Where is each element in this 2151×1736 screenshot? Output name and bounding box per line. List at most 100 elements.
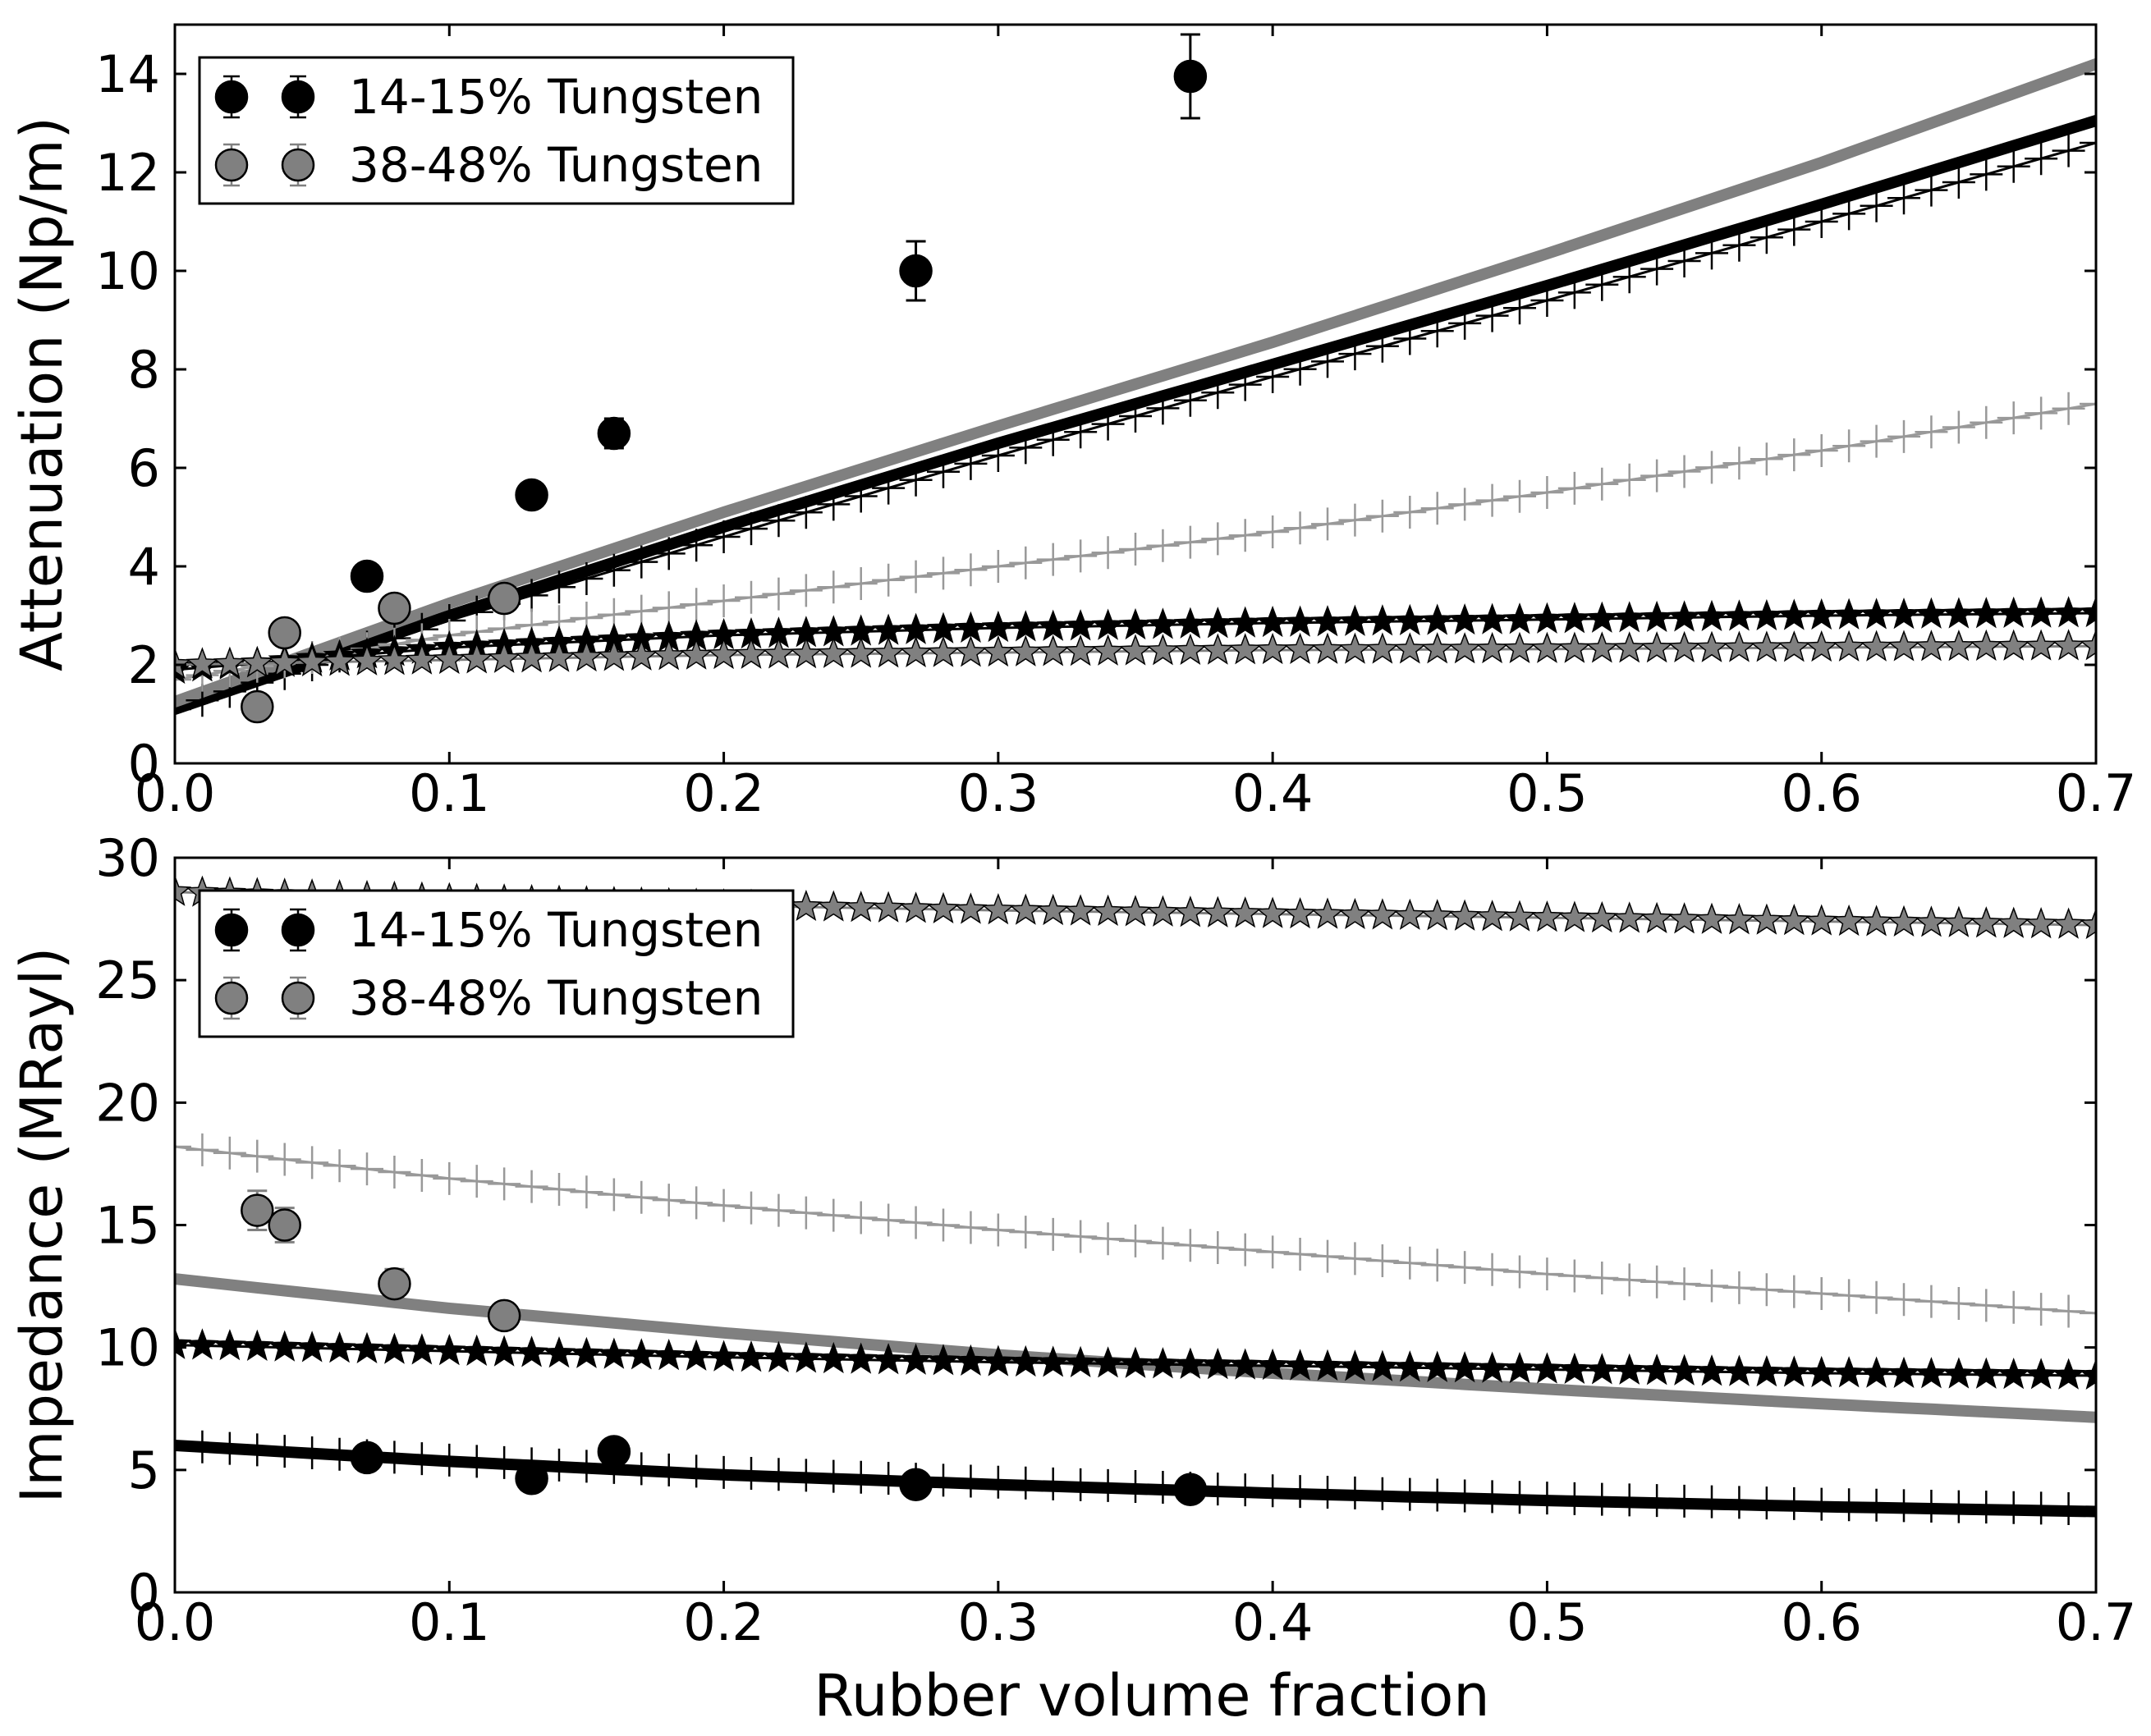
attenuation-model-star-gray-marker: [1036, 634, 1070, 666]
impedance-model-plus-gray-marker: [789, 1196, 823, 1230]
impedance-model-plus-black-marker: [1585, 1482, 1619, 1516]
impedance-model-plus-black-marker: [213, 1431, 246, 1465]
impedance-model-star-black-marker: [1146, 1347, 1180, 1379]
impedance-model-star-black-marker: [1887, 1356, 1921, 1389]
impedance-data-point: [241, 1193, 274, 1227]
impedance-model-star-gray-marker: [1805, 904, 1838, 936]
attenuation-model-plus-gray-marker: [1585, 467, 1619, 501]
impedance-model-plus-gray-marker: [1475, 1253, 1509, 1286]
attenuation-model-plus-black-marker: [789, 496, 823, 529]
impedance-model-plus-gray-marker: [1448, 1251, 1482, 1285]
impedance-y-tick-label: 20: [95, 1073, 160, 1133]
impedance-model-plus-black-marker: [241, 1433, 274, 1467]
impedance-model-star-gray-marker: [1310, 897, 1345, 929]
attenuation-model-star-gray-marker: [817, 636, 851, 668]
attenuation-model-star-gray-marker: [844, 636, 878, 668]
impedance-model-star-gray-marker: [2079, 907, 2096, 940]
attenuation-model-plus-gray-marker: [1503, 479, 1536, 513]
impedance-model-plus-gray-marker: [844, 1201, 878, 1234]
impedance-model-plus-black-marker: [1283, 1475, 1317, 1509]
impedance-model-star-black-marker: [1667, 1354, 1701, 1386]
attenuation-model-plus-black-marker: [1393, 322, 1427, 355]
impedance-model-plus-gray-marker: [1832, 1279, 1866, 1312]
impedance-y-tick-label: 0: [128, 1563, 160, 1623]
impedance-model-plus-black-marker: [1036, 1467, 1070, 1500]
impedance-data-point: [268, 1208, 301, 1242]
attenuation-model-star-gray-marker: [1064, 634, 1098, 666]
impedance-model-plus-black-marker: [268, 1435, 301, 1468]
impedance-model-plus-gray-marker: [899, 1206, 933, 1239]
impedance-model-star-gray-marker: [1997, 906, 2030, 938]
impedance-model-star-black-marker: [323, 1331, 356, 1363]
attenuation-model-plus-black-marker: [735, 512, 768, 546]
attenuation-y-tick-label: 4: [128, 537, 160, 597]
attenuation-model-plus-black-marker: [1420, 314, 1454, 348]
impedance-model-star-black-marker: [1585, 1353, 1619, 1385]
impedance-model-plus-gray-marker: [268, 1143, 301, 1176]
attenuation-model-star-gray-marker: [1915, 630, 1948, 662]
impedance-model-plus-black-marker: [680, 1454, 713, 1488]
impedance-model-plus-black-marker: [2080, 1492, 2096, 1526]
attenuation-model-star-gray-marker: [515, 641, 548, 673]
attenuation-model-star-gray-marker: [1201, 633, 1235, 665]
impedance-model-plus-black-marker: [2025, 1491, 2058, 1525]
impedance-model-plus-gray-marker: [1695, 1269, 1728, 1303]
impedance-model-star-gray-marker: [817, 890, 851, 922]
impedance-model-plus-black-marker: [1228, 1473, 1262, 1507]
impedance-model-plus-gray-marker: [1860, 1280, 1893, 1314]
impedance-model-star-black-marker: [460, 1334, 493, 1367]
attenuation-x-tick-label: 0.1: [409, 763, 490, 823]
impedance-model-plus-black-marker: [625, 1452, 658, 1486]
impedance-model-plus-black-marker: [1146, 1471, 1180, 1505]
impedance-model-plus-black-marker: [789, 1459, 823, 1492]
attenuation-model-plus-gray-marker: [1420, 492, 1454, 525]
impedance-model-star-black-marker: [1228, 1348, 1262, 1380]
attenuation-model-star-gray-marker: [1722, 630, 1756, 662]
impedance-x-tick-label: 0.6: [1781, 1592, 1862, 1652]
attenuation-model-plus-black-marker: [1201, 376, 1235, 410]
impedance-x-tick-label: 0.1: [409, 1592, 490, 1652]
impedance-model-plus-black-marker: [1064, 1468, 1098, 1501]
impedance-model-star-gray-marker: [175, 874, 192, 906]
impedance-model-star-black-marker: [1777, 1355, 1811, 1387]
attenuation-model-plus-gray-marker: [1915, 415, 1948, 449]
impedance-model-plus-gray-marker: [625, 1180, 658, 1214]
attenuation-model-star-black-marker: [1997, 596, 2030, 629]
impedance-model-plus-black-marker: [2052, 1491, 2085, 1525]
impedance-model-plus-black-marker: [1997, 1491, 2030, 1524]
attenuation-model-plus-black-marker: [844, 479, 878, 513]
attenuation-model-plus-gray-marker: [817, 570, 851, 604]
impedance-data-point: [378, 1267, 411, 1301]
attenuation-model-star-gray-marker: [1695, 630, 1729, 662]
impedance-x-tick-label: 0.4: [1232, 1592, 1314, 1652]
impedance-model-plus-black-marker: [296, 1436, 329, 1469]
impedance-model-star-gray-marker: [1640, 901, 1674, 934]
impedance-legend-marker: [281, 981, 315, 1015]
attenuation-model-plus-gray-marker: [1256, 515, 1290, 548]
attenuation-legend-marker: [214, 80, 249, 114]
attenuation-model-star-black-marker: [1612, 601, 1646, 633]
impedance-data-point: [487, 1299, 521, 1333]
impedance-model-star-black-marker: [433, 1333, 466, 1366]
attenuation-axes-frame: [173, 23, 2098, 765]
attenuation-model-plus-black-marker: [2052, 134, 2085, 167]
attenuation-model-star-gray-marker: [405, 643, 438, 675]
attenuation-model-plus-black-marker: [597, 553, 631, 587]
impedance-model-plus-gray-marker: [680, 1186, 713, 1220]
attenuation-model-star-gray-marker: [1009, 634, 1043, 666]
impedance-model-star-gray-marker: [1887, 905, 1921, 937]
attenuation-model-star-gray-marker: [460, 642, 493, 674]
impedance-model-star-black-marker: [734, 1340, 768, 1372]
attenuation-y-tick-label: 2: [128, 635, 160, 695]
attenuation-model-star-gray-marker: [1805, 630, 1838, 662]
impedance-model-star-black-marker: [1695, 1354, 1729, 1386]
impedance-model-plus-gray-marker: [707, 1189, 741, 1222]
attenuation-model-plus-gray-marker: [1064, 539, 1098, 573]
attenuation-model-plus-gray-marker: [1667, 455, 1701, 488]
attenuation-data-point: [268, 616, 301, 650]
impedance-model-star-gray-marker: [1502, 900, 1537, 932]
attenuation-model-star-black-marker: [1695, 599, 1729, 632]
impedance-model-plus-black-marker: [762, 1458, 796, 1491]
impedance-model-star-black-marker: [1557, 1352, 1591, 1385]
impedance-model-star-black-marker: [597, 1337, 631, 1369]
